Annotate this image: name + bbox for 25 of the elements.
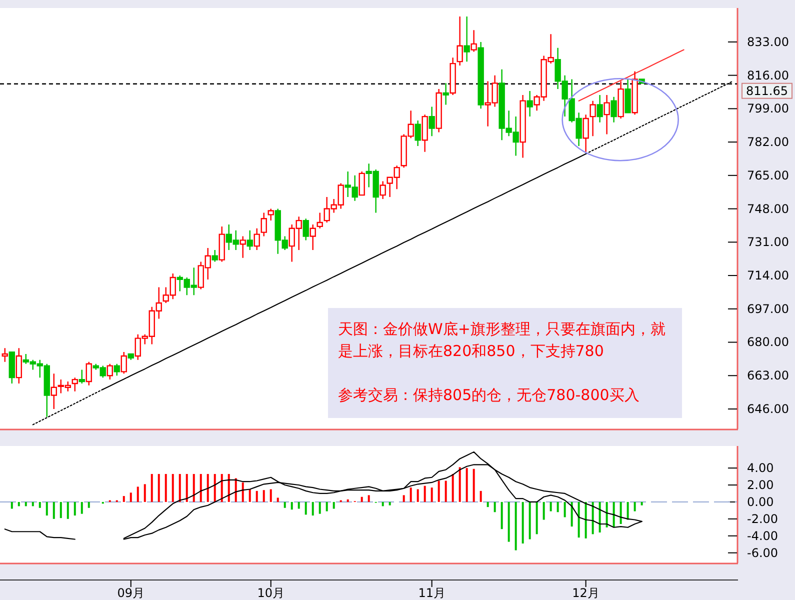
y-tick-label: 0.00 (747, 494, 774, 509)
y-tick-label: 714.00 (747, 268, 789, 283)
y-tick-label: 2.00 (747, 478, 774, 492)
y-tick-label: 782.00 (747, 135, 789, 150)
annotation: 参考交易：保持805的仓，无仓780-800买入 (338, 385, 640, 406)
y-tick-label: 731.00 (747, 235, 789, 250)
y-tick-label: 646.00 (747, 402, 789, 416)
y-tick-label: 663.00 (747, 368, 789, 383)
y-tick-label: 833.00 (747, 34, 789, 49)
x-tick-label: 12月 (572, 586, 600, 600)
x-tick-label: 10月 (257, 586, 285, 600)
x-tick-label: 09月 (117, 586, 145, 600)
x-tick-label: 11月 (418, 586, 446, 600)
y-tick-label: 748.00 (747, 202, 789, 216)
y-tick-label: -2.00 (747, 512, 778, 526)
y-tick-label: 4.00 (747, 461, 774, 476)
y-tick-label: 680.00 (747, 335, 789, 350)
y-tick-label: 816.00 (747, 68, 789, 82)
annotation: 天图：金价做W底+旗形整理，只要在旗面内，就是上涨，目标在820和850，下支持780 (338, 319, 666, 362)
ref-line-label: 811.65 (746, 84, 788, 98)
y-tick-label: -6.00 (747, 546, 778, 560)
y-tick-label: 765.00 (747, 168, 789, 182)
y-tick-label: -4.00 (747, 528, 778, 543)
y-tick-label: 799.00 (747, 102, 789, 116)
y-tick-label: 697.00 (747, 302, 789, 316)
